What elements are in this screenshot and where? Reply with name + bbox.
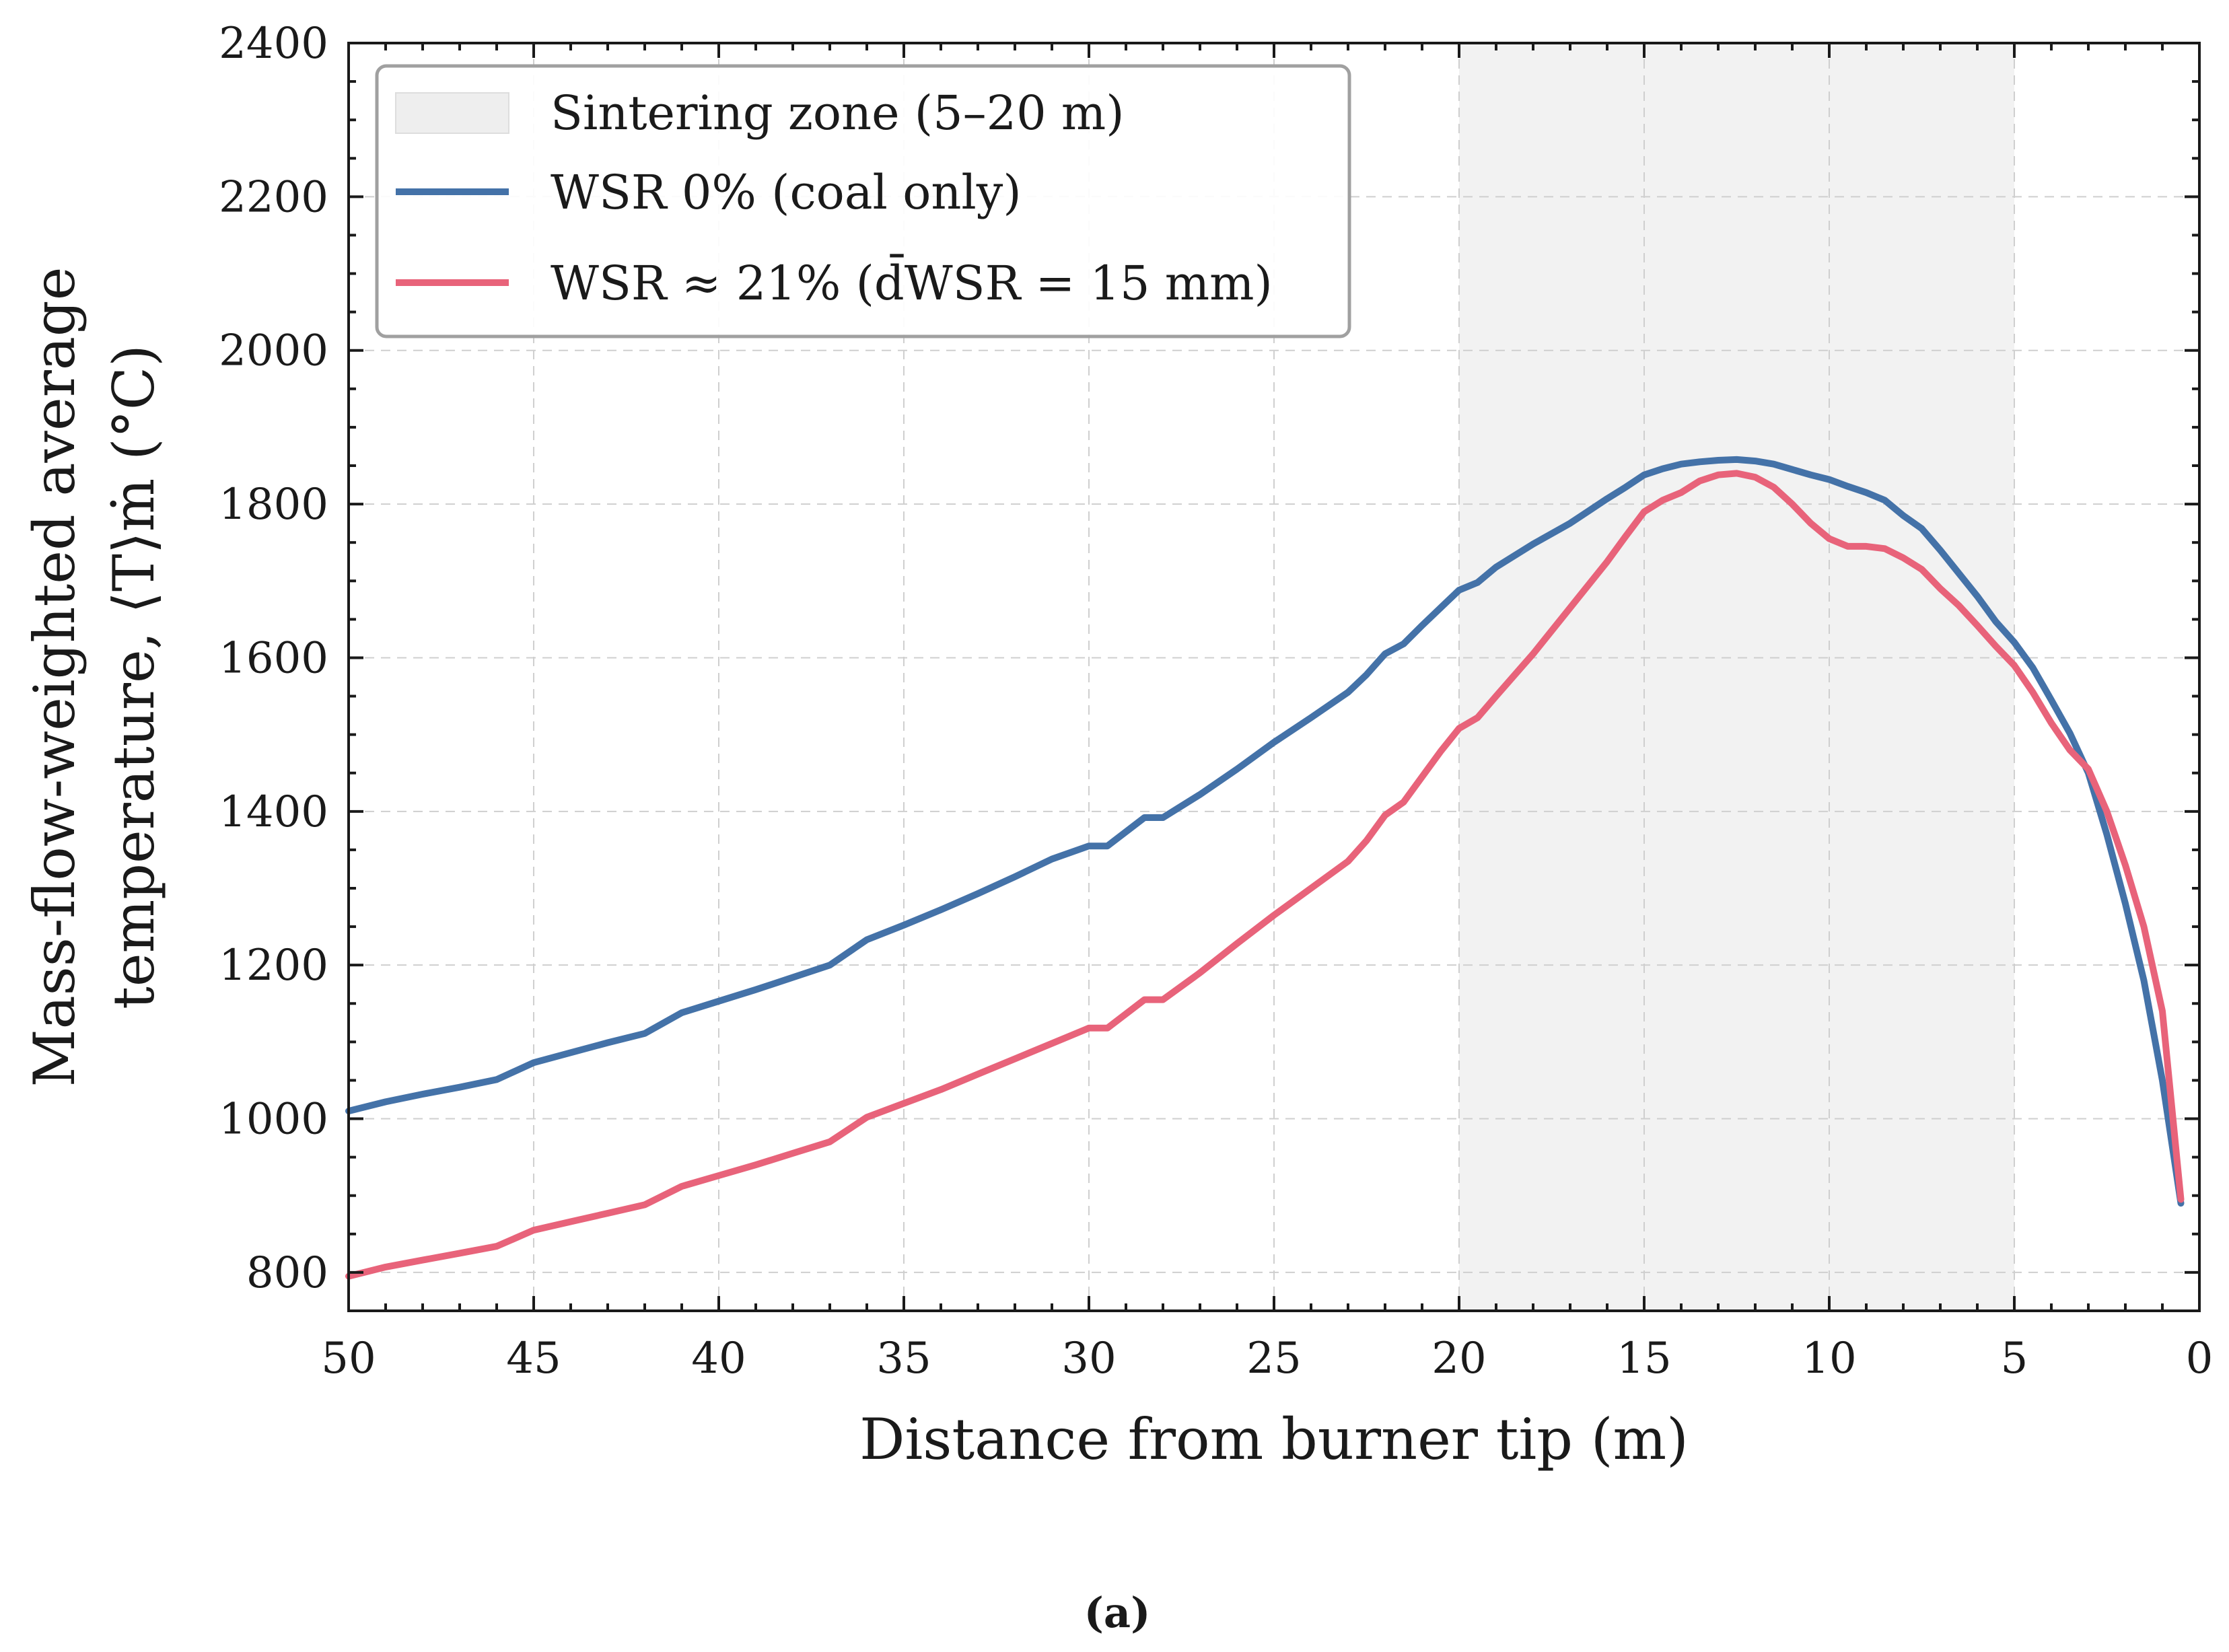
legend-swatch-sintering-zone xyxy=(395,92,509,134)
y-tick-label: 2200 xyxy=(219,172,328,222)
legend-label-wsr-0: WSR 0% (coal only) xyxy=(551,165,1022,220)
y-tick-label: 1000 xyxy=(219,1095,328,1145)
y-tick-label: 1400 xyxy=(219,787,328,837)
legend: Sintering zone (5–20 m) WSR 0% (coal onl… xyxy=(375,64,1351,338)
series-group xyxy=(345,456,2185,1280)
x-tick-label: 40 xyxy=(691,1334,746,1384)
x-tick-label: 35 xyxy=(876,1334,931,1384)
x-tick-label: 5 xyxy=(2001,1334,2028,1384)
figure-caption: (a) xyxy=(1084,1588,1151,1637)
x-tick-label: 30 xyxy=(1061,1334,1116,1384)
y-axis-title-line-1: Mass-flow-weighted average xyxy=(22,267,87,1087)
legend-label-sintering-zone: Sintering zone (5–20 m) xyxy=(551,85,1125,141)
x-tick-label: 0 xyxy=(2186,1334,2214,1384)
x-tick-label: 20 xyxy=(1431,1334,1486,1384)
x-tick-label: 15 xyxy=(1617,1334,1671,1384)
x-tick-label: 10 xyxy=(1802,1334,1856,1384)
y-tick-label: 1800 xyxy=(219,480,328,530)
y-tick-label: 2000 xyxy=(219,326,328,376)
x-tick-label: 50 xyxy=(321,1334,376,1384)
x-tick-label: 25 xyxy=(1246,1334,1301,1384)
sintering-zone-band xyxy=(1459,43,2014,1311)
legend-box xyxy=(375,64,1351,338)
y-axis-title-line-2: temperature, ⟨T⟩ṁ (°C) xyxy=(101,345,167,1009)
y-tick-label: 1600 xyxy=(219,633,328,683)
y-tick-label: 800 xyxy=(246,1248,328,1298)
series-line-0 xyxy=(345,456,2185,1207)
y-tick-label: 2400 xyxy=(219,19,328,69)
x-axis-title: Distance from burner tip (m) xyxy=(859,1406,1689,1472)
legend-label-wsr-21: WSR ≈ 21% (d̄WSR = 15 mm) xyxy=(551,254,1273,311)
axis-ticks: 50 45 40 35 30 25 20 15 10 5 080010001200140016001… xyxy=(219,19,2213,1384)
y-tick-label: 1200 xyxy=(219,941,328,991)
series-line-1 xyxy=(345,470,2185,1280)
x-tick-label: 45 xyxy=(506,1334,561,1384)
